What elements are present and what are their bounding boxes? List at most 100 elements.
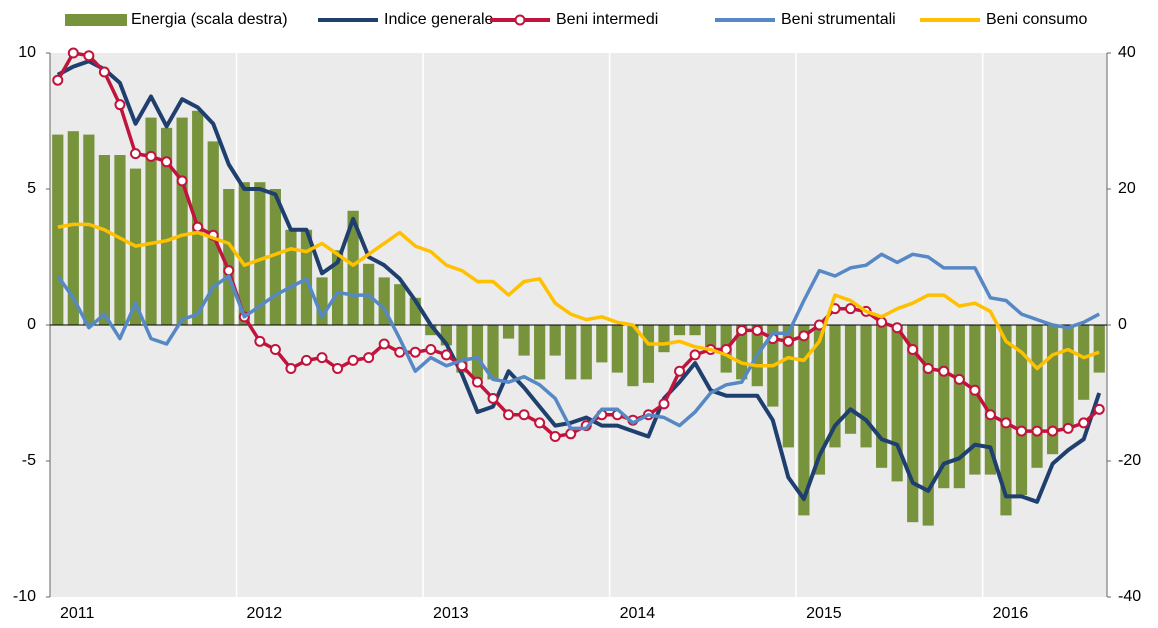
bar: [534, 325, 546, 380]
line: [56, 252, 1101, 431]
legend-label: Beni strumentali: [781, 11, 896, 28]
marker: [67, 47, 79, 59]
x-tick-label: 2016: [993, 605, 1029, 622]
bar: [627, 325, 639, 387]
bar: [891, 325, 903, 482]
bar: [440, 325, 452, 346]
bar: [1062, 325, 1074, 427]
legend-marker: [514, 14, 526, 26]
bar: [192, 110, 204, 325]
marker: [129, 148, 141, 160]
y-tick-label: -10: [13, 588, 36, 605]
marker: [409, 346, 421, 358]
marker: [254, 335, 266, 347]
bar: [860, 325, 872, 448]
marker: [565, 428, 577, 440]
marker: [984, 409, 996, 421]
bar: [580, 325, 592, 380]
bar: [176, 117, 188, 325]
bar: [114, 155, 126, 325]
bar: [1093, 325, 1105, 373]
y2-tick-label: -40: [1118, 588, 1141, 605]
marker: [503, 409, 515, 421]
bar: [1015, 325, 1028, 495]
bar: [425, 325, 437, 336]
marker: [907, 343, 919, 355]
marker: [83, 50, 95, 62]
marker: [922, 363, 934, 375]
marker: [518, 409, 530, 421]
bar: [83, 134, 95, 325]
bar: [565, 325, 577, 380]
bar: [984, 325, 997, 475]
bar: [67, 131, 79, 325]
marker: [658, 398, 670, 410]
marker: [876, 316, 888, 328]
bar: [611, 325, 623, 373]
y2-tick-label: 40: [1118, 44, 1136, 61]
bar: [331, 250, 344, 325]
marker: [52, 74, 64, 86]
y-tick-label: -5: [22, 452, 36, 469]
marker: [316, 352, 328, 364]
marker: [969, 384, 981, 396]
bar: [938, 325, 950, 489]
x-tick-label: 2012: [247, 605, 283, 622]
x-tick-label: 2014: [620, 605, 656, 622]
marker: [425, 343, 437, 355]
marker: [1031, 425, 1043, 437]
marker: [269, 343, 281, 355]
bar: [689, 325, 701, 336]
bar: [223, 189, 235, 325]
marker: [176, 175, 188, 187]
marker: [1093, 403, 1105, 415]
marker: [98, 66, 110, 78]
bar: [736, 325, 748, 380]
bar: [829, 325, 841, 448]
marker: [363, 352, 375, 364]
bar: [813, 325, 826, 475]
legend-swatch: [65, 14, 127, 26]
bar: [52, 134, 64, 325]
legend-label: Indice generale: [384, 11, 494, 28]
marker: [534, 417, 546, 429]
bar: [673, 325, 686, 336]
x-tick-label: 2013: [433, 605, 469, 622]
legend-label: Beni consumo: [986, 11, 1087, 28]
bar: [316, 277, 328, 325]
marker: [378, 338, 390, 350]
marker: [782, 335, 794, 347]
y2-tick-label: 0: [1118, 316, 1127, 333]
bar: [549, 325, 561, 356]
bar: [145, 117, 157, 325]
marker: [471, 376, 483, 388]
marker: [1047, 425, 1059, 437]
marker: [891, 322, 903, 334]
bar: [596, 325, 608, 363]
marker: [145, 150, 157, 162]
marker: [347, 354, 359, 366]
legend-label: Energia (scala destra): [131, 11, 288, 28]
y-tick-label: 5: [27, 180, 36, 197]
bar: [876, 325, 888, 468]
y-tick-label: 10: [18, 44, 36, 61]
bar: [705, 325, 717, 353]
marker: [440, 349, 452, 361]
legend-label: Beni intermedi: [556, 11, 658, 28]
y2-tick-label: -20: [1118, 452, 1141, 469]
bar: [642, 325, 655, 383]
bar: [798, 325, 810, 516]
marker: [1062, 422, 1074, 434]
marker: [1016, 425, 1028, 437]
bar: [922, 325, 934, 526]
bar: [907, 325, 919, 523]
marker: [394, 346, 406, 358]
marker: [1078, 417, 1090, 429]
bar: [409, 297, 421, 325]
marker: [689, 349, 701, 361]
line: [57, 222, 1100, 371]
bar: [285, 229, 297, 325]
marker: [751, 324, 763, 336]
bar: [269, 189, 281, 325]
